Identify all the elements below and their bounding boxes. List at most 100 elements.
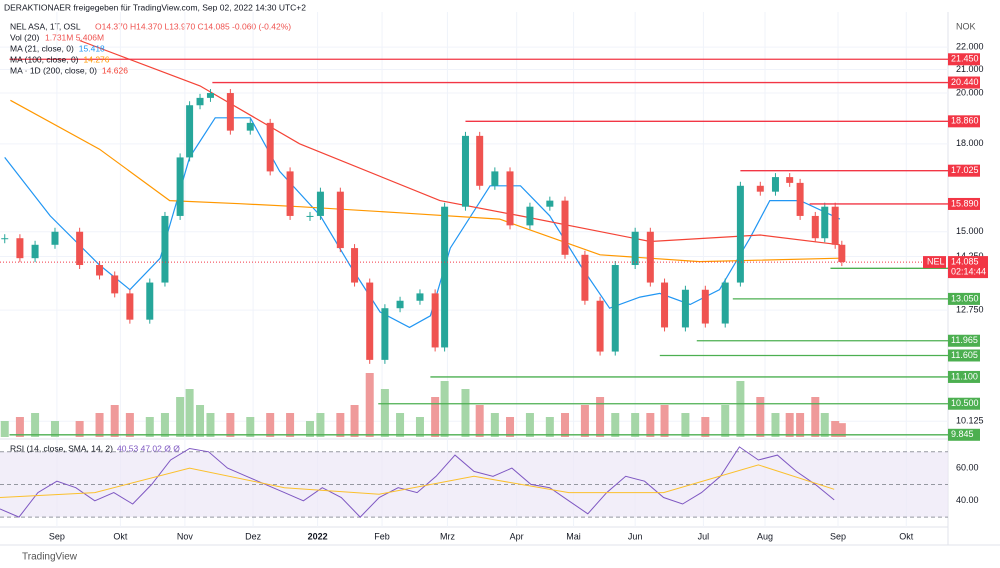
volume-bar [15, 417, 24, 437]
candle-body [206, 93, 214, 98]
vol-values: 1.731M 5.406M [45, 32, 104, 42]
candle-body [681, 289, 689, 328]
volume-bar [631, 413, 640, 437]
candle-body [476, 135, 484, 186]
candle-body [506, 171, 514, 226]
candle-body [838, 244, 846, 263]
volume-bar [771, 413, 780, 437]
candle-body [96, 265, 104, 276]
volume-bar [206, 413, 215, 437]
x-tick-label: 2022 [308, 531, 328, 541]
rsi-values: 40.53 47.02 Ø Ø [117, 443, 180, 453]
candle-body [646, 231, 654, 283]
y-tick-label: 12.750 [956, 304, 984, 314]
volume-bar [145, 417, 154, 437]
volume-bar [365, 373, 374, 437]
volume-bar [490, 413, 499, 437]
candle-body [246, 122, 254, 131]
legend-name: MA (21, close, 0) [10, 43, 74, 53]
level-label: 20.440 [951, 77, 979, 87]
y-tick-label: 22.000 [956, 41, 984, 51]
candle-body [796, 182, 804, 216]
x-tick-label: Mrz [440, 531, 455, 541]
level-tag [948, 164, 980, 177]
rsi-band [0, 451, 948, 518]
level-label: 18.860 [951, 116, 979, 126]
level-label: 11.605 [951, 350, 978, 360]
candle-body [126, 293, 134, 320]
volume-bar [461, 389, 470, 437]
candle-body [561, 200, 569, 255]
candle-body [736, 185, 744, 283]
candle-body [316, 191, 324, 216]
volume-bar [837, 423, 846, 437]
volume-bar [596, 397, 605, 437]
level-label: 9.845 [951, 429, 974, 439]
legend-value: 15.418 [79, 43, 105, 53]
volume-bar [266, 413, 275, 437]
volume-bar [681, 413, 690, 437]
volume-bar [831, 421, 840, 437]
y-tick-label: 40.00 [956, 495, 979, 505]
level-tag [948, 334, 980, 347]
vol-legend: Vol (20) [10, 32, 39, 42]
level-tag [948, 370, 980, 383]
candle-body [396, 300, 404, 309]
volume-bar [785, 413, 794, 437]
candle-body [76, 231, 84, 266]
currency: NOK [956, 21, 976, 31]
volume-bar [31, 413, 40, 437]
candle-body [786, 177, 794, 183]
volume-bar [660, 405, 669, 437]
y-tick-label: 20.000 [956, 87, 984, 97]
volume-bar [160, 413, 169, 437]
countdown: 02:14:44 [951, 266, 986, 276]
volume-bar [545, 417, 554, 437]
level-tag [948, 292, 980, 305]
volume-bar [701, 417, 710, 437]
volume-bar [125, 413, 134, 437]
rsi-line [0, 464, 835, 498]
candle-body [176, 157, 184, 216]
candle-body [16, 238, 24, 259]
candle-body [546, 200, 554, 207]
volume-bar [246, 417, 255, 437]
level-tag [948, 197, 980, 210]
volume-bar [380, 389, 389, 437]
candle-body [146, 282, 154, 320]
x-tick-label: Apr [510, 531, 524, 541]
volume-bar [305, 421, 314, 437]
candle-body [526, 206, 534, 226]
volume-bar [721, 405, 730, 437]
volume-bar [50, 421, 59, 437]
last-label: 14.085 [951, 256, 979, 266]
volume-bar [196, 405, 205, 437]
level-tag [948, 428, 980, 441]
x-tick-label: Jun [628, 531, 643, 541]
volume-bar [820, 413, 829, 437]
candle-body [491, 171, 499, 186]
volume-bar [646, 413, 655, 437]
y-tick-label: 15.000 [956, 226, 984, 236]
level-tag [948, 76, 980, 89]
legend-value: 14.276 [84, 54, 110, 64]
candle-body [441, 206, 449, 348]
level-tag [948, 115, 980, 128]
ohlc: O14.370 H14.370 L13.970 C14.085 -0.060 (… [95, 21, 291, 31]
volume-bar [611, 413, 620, 437]
volume-bar [756, 397, 765, 437]
candle-body [611, 265, 619, 352]
volume-bar [176, 397, 185, 437]
volume-bar [506, 417, 515, 437]
candle-body [266, 122, 274, 172]
candle-body [381, 308, 389, 360]
x-tick-label: Okt [899, 531, 914, 541]
y-tick-label: 14.250 [956, 251, 984, 261]
x-tick-label: Okt [113, 531, 128, 541]
candle-body [811, 215, 819, 239]
candle-body [596, 300, 604, 352]
x-tick-label: Mai [566, 531, 581, 541]
rsi-line [0, 446, 835, 518]
volume-bar [286, 413, 295, 437]
x-tick-label: Feb [374, 531, 390, 541]
